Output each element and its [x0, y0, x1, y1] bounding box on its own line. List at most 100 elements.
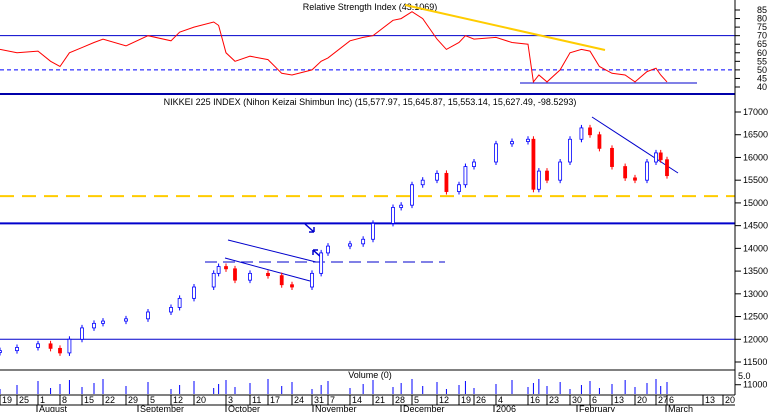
candle — [290, 284, 294, 288]
x-tick-label: 4 — [498, 395, 503, 405]
candle — [579, 127, 584, 140]
x-tick-label: 7 — [330, 395, 335, 405]
candle — [319, 252, 324, 274]
x-tick-label: 28 — [395, 395, 405, 405]
price-tick-label: 13500 — [743, 266, 768, 276]
price-tick-label: 14500 — [743, 221, 768, 231]
rsi-tick-label: 65 — [757, 39, 767, 49]
x-tick-label: 11 — [252, 395, 261, 405]
month-label: September — [140, 404, 184, 412]
x-tick-label: 27 — [658, 395, 668, 405]
volume-tick: 5.0 — [738, 371, 751, 381]
downtrend-line — [591, 116, 679, 174]
candle — [494, 143, 498, 163]
candle — [588, 127, 592, 136]
candle — [463, 166, 468, 186]
rsi-tick-label: 50 — [757, 65, 767, 75]
candle — [410, 184, 414, 206]
rsi-title: Relative Strength Index (43.1069) — [303, 2, 438, 12]
month-label: October — [228, 404, 260, 412]
x-tick-label: 19 — [2, 395, 12, 405]
candle — [361, 238, 366, 245]
x-tick-label: 12 — [439, 395, 449, 405]
arrow-icon — [304, 223, 315, 233]
x-tick-label: 14 — [352, 395, 362, 405]
x-tick-label: 17 — [270, 395, 280, 405]
channel-bottom — [224, 257, 311, 282]
x-tick-label: 30 — [572, 395, 582, 405]
x-tick-label: 13 — [614, 395, 624, 405]
candle — [526, 138, 530, 142]
candle — [67, 338, 72, 354]
price-tick-label: 13000 — [743, 289, 768, 299]
channel-top — [227, 239, 317, 263]
price-tick-label: 15000 — [743, 198, 768, 208]
candle — [58, 347, 62, 354]
price-title: NIKKEI 225 INDEX (Nihon Keizai Shimbun I… — [164, 97, 577, 107]
rsi-tick-label: 70 — [757, 31, 767, 41]
x-tick-label: 24 — [294, 395, 304, 405]
x-tick-label: 16 — [530, 395, 540, 405]
price-tick-label: 15500 — [743, 175, 768, 185]
month-label: August — [39, 404, 68, 412]
candle — [0, 350, 2, 353]
x-tick-label: 6 — [669, 395, 674, 405]
candle — [211, 272, 216, 288]
candle — [645, 161, 649, 181]
x-tick-label: 25 — [19, 395, 29, 405]
candle — [658, 152, 663, 161]
candle — [279, 275, 284, 286]
candle — [610, 147, 614, 167]
x-tick-label: 20 — [637, 395, 647, 405]
candle — [177, 297, 182, 308]
candle — [192, 286, 196, 299]
candle — [472, 161, 476, 167]
rsi-tick-label: 55 — [757, 56, 767, 66]
candle — [654, 152, 658, 163]
price-tick-label: 11000 — [743, 380, 767, 390]
volume-panel: Volume (0) 5.0 — [0, 370, 751, 394]
price-tick-label: 17000 — [743, 107, 768, 117]
price-panel: NIKKEI 225 INDEX (Nihon Keizai Shimbun I… — [0, 97, 735, 356]
x-tick-label: 13 — [705, 395, 715, 405]
x-tick-label: 8 — [62, 395, 67, 405]
rsi-tick-label: 45 — [757, 73, 767, 83]
x-tick-label: 15 — [84, 395, 94, 405]
x-tick-label: 6 — [592, 395, 597, 405]
candle — [536, 170, 541, 190]
price-tick-label: 16500 — [743, 130, 768, 140]
candle — [36, 343, 40, 348]
candle — [80, 327, 84, 340]
x-tick-label: 19 — [461, 395, 471, 405]
candle — [248, 272, 252, 281]
rsi-tick-label: 40 — [757, 82, 767, 92]
rsi-line — [0, 11, 668, 84]
volume-title: Volume (0) — [348, 370, 392, 380]
candle — [531, 138, 536, 190]
month-label: March — [668, 404, 693, 412]
price-tick-label: 16000 — [743, 152, 768, 162]
candle — [558, 161, 563, 181]
x-tick-label: 29 — [128, 395, 138, 405]
candle — [633, 177, 637, 181]
candle — [623, 166, 628, 179]
candle — [371, 222, 375, 240]
x-tick-label: 21 — [375, 395, 385, 405]
month-label: 2006 — [496, 404, 516, 412]
candle — [124, 318, 128, 322]
candle — [435, 172, 439, 181]
rsi-tick-label: 85 — [757, 5, 767, 15]
candle — [457, 184, 461, 192]
x-tick-label: 20 — [725, 395, 735, 405]
candle — [510, 141, 514, 145]
candle — [399, 204, 404, 208]
candle — [326, 245, 330, 254]
rsi-tick-label: 60 — [757, 48, 767, 58]
candle — [169, 307, 173, 313]
x-tick-label: 26 — [476, 395, 486, 405]
rsi-trendline — [404, 4, 606, 51]
candle — [48, 343, 53, 349]
x-tick-label: 12 — [173, 395, 183, 405]
